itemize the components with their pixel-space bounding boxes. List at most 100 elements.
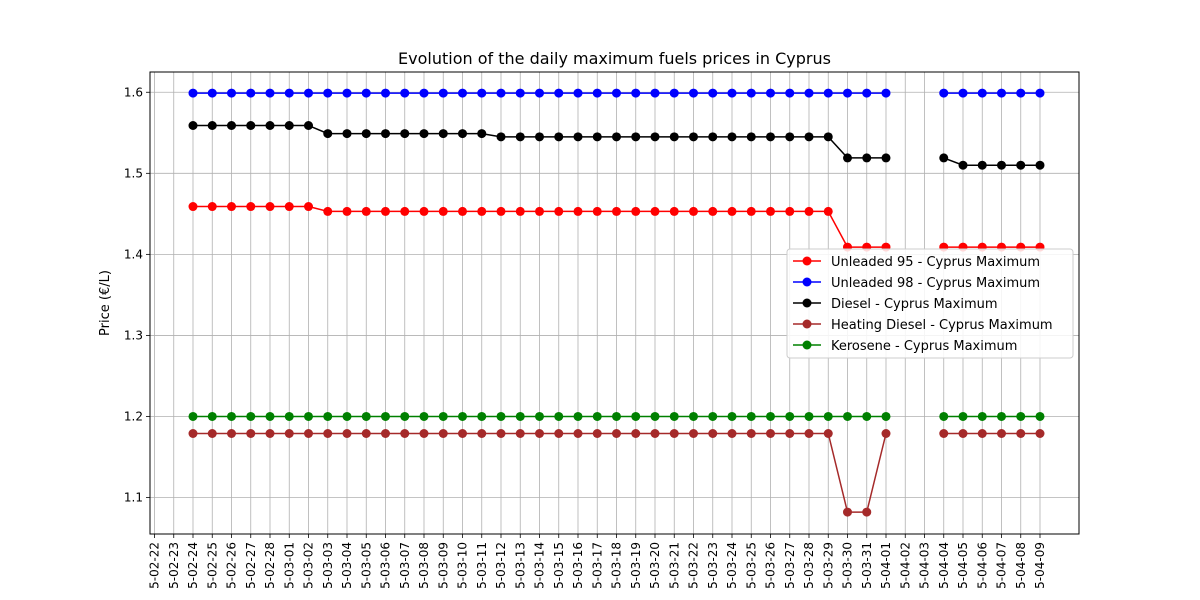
data-point — [592, 411, 602, 421]
data-point — [708, 132, 718, 142]
data-point — [342, 206, 352, 216]
data-point — [766, 411, 775, 421]
x-tick-label: 5-03-19 — [629, 542, 643, 589]
data-point — [939, 153, 949, 163]
data-point — [227, 88, 236, 98]
x-tick-label: 5-03-31 — [860, 542, 874, 589]
data-point — [612, 206, 621, 216]
data-point — [881, 428, 891, 438]
data-point — [265, 411, 275, 421]
data-point — [304, 411, 313, 421]
data-point — [554, 88, 564, 98]
data-point — [977, 411, 987, 421]
data-point — [515, 428, 525, 438]
data-point — [650, 132, 660, 142]
data-point — [997, 428, 1006, 438]
y-tick-label: 1.5 — [124, 166, 143, 180]
data-point — [535, 88, 544, 98]
data-point — [592, 428, 602, 438]
x-tick-label: 5-03-13 — [513, 542, 527, 589]
data-point — [862, 507, 872, 517]
data-point — [381, 88, 390, 98]
data-point — [592, 88, 602, 98]
data-point — [612, 132, 621, 142]
legend-marker — [802, 277, 812, 287]
x-tick-label: 5-03-04 — [340, 542, 354, 589]
data-point — [708, 428, 718, 438]
data-point — [746, 88, 756, 98]
x-tick-label: 5-03-28 — [802, 542, 816, 589]
y-tick-label: 1.3 — [124, 328, 143, 342]
data-point — [284, 88, 294, 98]
data-point — [438, 88, 448, 98]
x-tick-label: 5-03-26 — [764, 542, 778, 589]
y-tick-label: 1.6 — [124, 85, 143, 99]
data-point — [823, 411, 833, 421]
data-point — [785, 206, 795, 216]
data-point — [284, 202, 294, 212]
x-tick-label: 5-03-01 — [282, 542, 296, 589]
data-point — [631, 132, 641, 142]
data-point — [689, 88, 698, 98]
data-point — [1035, 428, 1045, 438]
data-point — [669, 428, 679, 438]
data-point — [400, 428, 410, 438]
data-point — [939, 88, 949, 98]
data-point — [727, 88, 737, 98]
y-axis-ticks: 1.1 1.2 1.3 1.4 1.5 1.6 — [124, 85, 150, 505]
data-point — [323, 411, 333, 421]
data-point — [785, 88, 795, 98]
x-tick-label: 5-03-03 — [321, 542, 335, 589]
x-tick-label: 5-04-06 — [975, 542, 989, 589]
data-point — [477, 206, 487, 216]
x-tick-label: 5-03-27 — [783, 542, 797, 589]
data-point — [323, 129, 333, 139]
data-point — [496, 206, 506, 216]
data-point — [477, 129, 487, 139]
data-point — [323, 88, 333, 98]
data-point — [477, 411, 487, 421]
data-point — [207, 428, 217, 438]
data-point — [727, 411, 737, 421]
x-tick-label: 5-02-25 — [205, 542, 219, 589]
data-point — [1035, 88, 1045, 98]
data-point — [669, 206, 679, 216]
plot-frame — [149, 71, 1080, 535]
data-point — [862, 88, 872, 98]
data-point — [843, 88, 852, 98]
data-point — [515, 206, 525, 216]
data-point — [400, 129, 410, 139]
x-tick-label: 5-03-24 — [725, 542, 739, 589]
x-tick-label: 5-03-25 — [744, 542, 758, 589]
data-point — [823, 428, 833, 438]
data-point — [1035, 411, 1045, 421]
data-point — [323, 206, 333, 216]
series-4 — [188, 428, 1045, 517]
data-point — [573, 428, 583, 438]
data-point — [361, 206, 371, 216]
x-tick-label: 5-03-02 — [302, 542, 316, 589]
data-point — [650, 428, 660, 438]
data-point — [419, 206, 429, 216]
data-point — [342, 129, 352, 139]
data-point — [958, 88, 968, 98]
x-tick-label: 5-03-11 — [475, 542, 489, 589]
data-point — [227, 411, 236, 421]
data-point — [573, 132, 583, 142]
series-5 — [188, 411, 1045, 421]
data-point — [342, 88, 352, 98]
x-tick-label: 5-03-16 — [571, 542, 585, 589]
data-point — [592, 206, 602, 216]
data-point — [804, 88, 814, 98]
data-point — [246, 411, 256, 421]
data-point — [207, 202, 217, 212]
data-point — [265, 88, 275, 98]
x-tick-label: 5-03-10 — [456, 542, 470, 589]
x-tick-label: 5-03-09 — [436, 542, 450, 589]
data-point — [515, 132, 525, 142]
data-point — [419, 129, 429, 139]
data-point — [785, 428, 795, 438]
data-point — [650, 88, 660, 98]
x-tick-label: 5-03-29 — [821, 542, 835, 589]
